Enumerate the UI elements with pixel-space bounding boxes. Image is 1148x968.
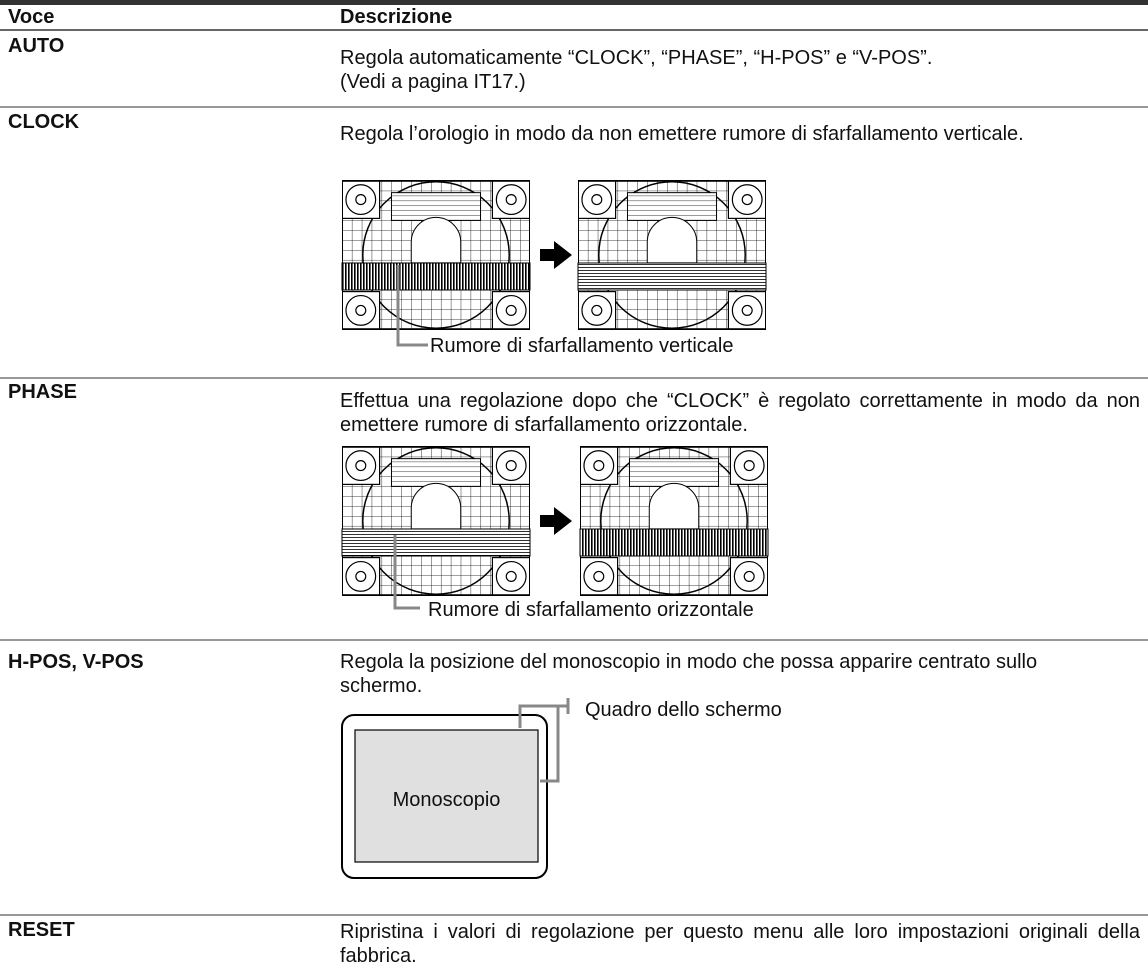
description: Regola automaticamente “CLOCK”, “PHASE”,… [340, 47, 933, 69]
caption: Rumore di sfarfallamento verticale [430, 335, 734, 357]
item: RESET [8, 919, 75, 941]
description: Ripristina i valori di regolazione per q… [340, 921, 1140, 967]
description: Effettua una regolazione dopo che “CLOCK… [340, 390, 1140, 436]
item: H-POS, V-POS [8, 651, 144, 673]
header-description: Descrizione [340, 6, 453, 28]
header-item: Voce [8, 6, 55, 28]
frame-label: Quadro dello schermo [585, 699, 782, 721]
item: AUTO [8, 35, 65, 57]
item: PHASE [8, 381, 77, 403]
item: CLOCK [8, 111, 80, 133]
description: Regola l’orologio in modo da non emetter… [340, 123, 1024, 145]
description: Regola la posizione del monoscopio in mo… [340, 651, 1038, 697]
pattern-label: Monoscopio [392, 789, 501, 811]
caption: Rumore di sfarfallamento orizzontale [428, 599, 754, 621]
note: (Vedi a pagina IT17.) [340, 71, 526, 93]
